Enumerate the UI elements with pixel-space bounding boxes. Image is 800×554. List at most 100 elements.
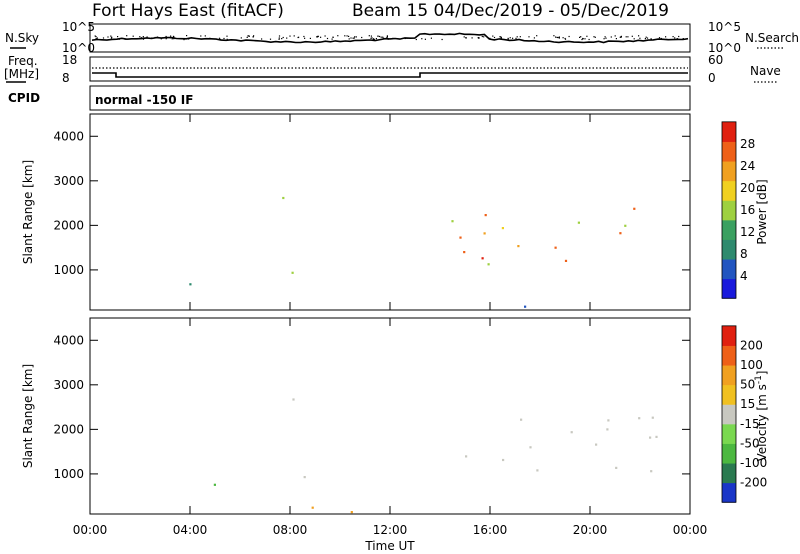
freq-label: Freq. [8, 54, 38, 68]
colorbar-segment [722, 463, 736, 484]
time-tick-label: 12:00 [373, 523, 408, 537]
range-gate-cell [615, 466, 618, 469]
freq-right-tick-bottom: 0 [708, 71, 716, 85]
nsearch-dot [140, 37, 142, 39]
velocity-yticks: 1000 2000 3000 4000 [53, 333, 690, 481]
nsearch-dot [533, 37, 535, 39]
nsearch-dot [627, 36, 629, 38]
colorbar-tick-label: 100 [740, 358, 763, 372]
y-tick-label: 2000 [53, 218, 84, 232]
noise-left-tick-top: 10^5 [62, 20, 95, 34]
nsearch-dot [171, 38, 173, 40]
nsearch-dot [348, 38, 350, 40]
time-tick-label: 00:00 [673, 523, 708, 537]
nsearch-dot [610, 36, 612, 38]
y-tick-label: 4000 [53, 333, 84, 347]
nsearch-dot [247, 35, 249, 37]
colorbar-tick-label: -200 [740, 476, 767, 490]
nsearch-dot [605, 37, 607, 39]
nsearch-dot [166, 37, 168, 39]
nsearch-dot [96, 38, 98, 40]
nsearch-dot [346, 35, 348, 37]
velocity-colorbar-label: Velocity [m s-1] [754, 371, 769, 462]
nsearch-dot [373, 38, 375, 41]
velocity-scatter-cells [213, 398, 658, 514]
y-tick-label: 3000 [53, 378, 84, 392]
freq-trace [92, 72, 688, 78]
colorbar-tick-label: 16 [740, 203, 755, 217]
nsearch-dot [638, 35, 640, 37]
nsearch-dot [678, 35, 680, 38]
nsearch-dot [509, 37, 511, 39]
range-gate-cell [595, 443, 598, 446]
range-gate-cell [292, 398, 295, 401]
nsearch-dot [386, 35, 388, 37]
nsearch-dot [95, 36, 97, 38]
nsearch-dot [371, 37, 373, 39]
colorbar-tick-label: -100 [740, 456, 767, 470]
range-gate-cell [554, 246, 557, 249]
nsearch-dot [620, 35, 622, 37]
freq-right-tick-top: 60 [708, 53, 723, 67]
range-gate-cell [577, 221, 580, 224]
colorbar-segment [722, 345, 736, 366]
nsearch-dot [500, 37, 502, 39]
nsearch-dot [604, 36, 606, 38]
nsearch-dot [584, 38, 586, 40]
nsearch-dot [646, 37, 649, 39]
nsearch-dot [226, 35, 228, 37]
nsearch-dot [645, 36, 647, 38]
velocity-panel-frame [89, 317, 691, 515]
colorbar-tick-label: 24 [740, 159, 755, 173]
cpid-panel-frame [89, 85, 691, 111]
nsearch-dot [674, 37, 676, 39]
nsearch-dot [331, 38, 333, 40]
nsearch-dot [579, 36, 581, 38]
nsearch-dot [246, 36, 248, 38]
range-gate-cell [606, 428, 609, 431]
y-tick-label: 1000 [53, 467, 84, 481]
nsearch-dot [157, 36, 159, 38]
freq-panel-frame [89, 56, 691, 82]
nsearch-dot [350, 37, 352, 39]
colorbar-segment [722, 180, 736, 201]
power-yticks: 1000 2000 3000 4000 [53, 129, 690, 277]
range-gate-cell [517, 245, 520, 248]
nsearch-dot [142, 38, 145, 40]
noise-panel-frame [89, 23, 691, 53]
nsearch-dot [332, 36, 334, 38]
cpid-label: CPID [8, 91, 40, 105]
colorbar-segment [722, 278, 736, 299]
nsearch-dot [352, 37, 354, 39]
nsearch-dot [297, 36, 299, 39]
range-gate-cell [481, 257, 484, 260]
nsearch-dot [278, 35, 281, 37]
nsearch-dot [377, 35, 379, 37]
nsearch-dot [481, 35, 483, 38]
nsearch-dot [223, 37, 225, 40]
nsearch-dot [660, 37, 662, 40]
range-gate-cell [484, 214, 487, 217]
range-gate-cell [638, 417, 641, 420]
nsearch-dot [320, 36, 322, 38]
nsearch-dot [204, 35, 206, 37]
nsearch-dot [139, 36, 141, 38]
nsearch-dot [126, 35, 128, 37]
nsearch-dot [562, 37, 564, 39]
nsearch-dot [368, 35, 370, 37]
nsearch-dot [644, 38, 646, 40]
nsearch-dot [594, 36, 596, 38]
range-gate-cell [524, 305, 527, 308]
nsearch-dot [210, 38, 212, 40]
nsearch-dot [154, 36, 156, 39]
colorbar-tick-label: 200 [740, 338, 763, 352]
time-tick-label: 16:00 [473, 523, 508, 537]
nsearch-dot [405, 37, 407, 39]
range-gate-cell [303, 476, 306, 479]
nsearch-dot [421, 38, 423, 40]
nsearch-dot [619, 36, 621, 38]
nsearch-dot [278, 37, 280, 39]
nsearch-dot [392, 37, 394, 39]
colorbar-frame [721, 325, 737, 503]
beam-date-title: Beam 15 04/Dec/2019 - 05/Dec/2019 [352, 1, 669, 21]
